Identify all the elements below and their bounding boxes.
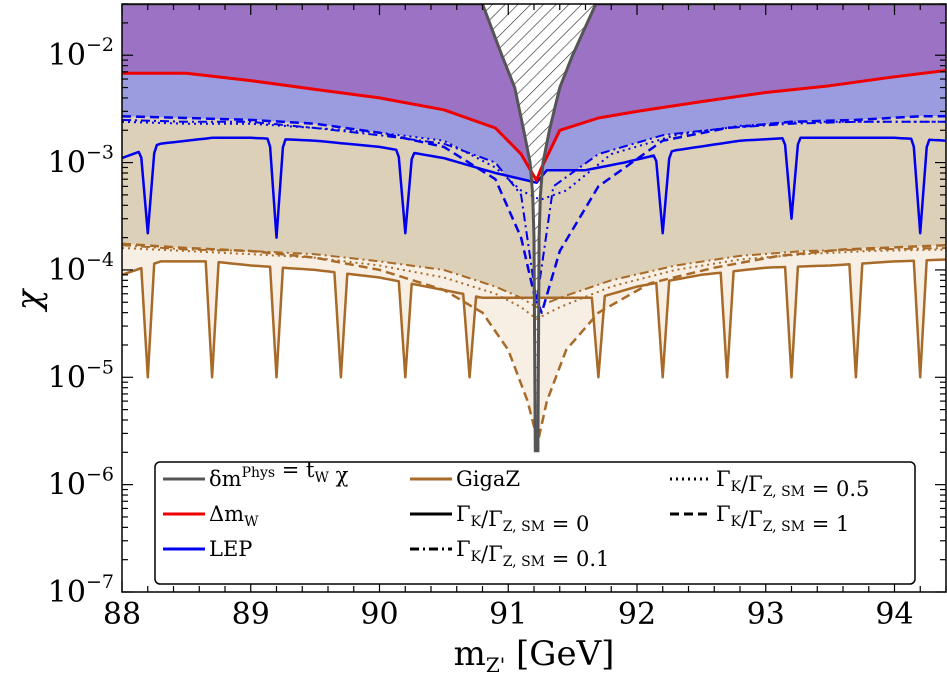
lep-gamma-0-line (122, 136, 946, 239)
y-tick-label: 10−3 (48, 142, 114, 181)
y-tick-label: 10−4 (48, 249, 114, 288)
y-tick-label: 10−6 (48, 464, 114, 503)
y-tick-label: 10−2 (48, 34, 114, 73)
x-tick-label: 93 (747, 597, 785, 632)
legend-label-gamma05: ΓK/ΓZ, SM = 0.5 (716, 467, 869, 501)
x-tick-label: 90 (360, 597, 398, 632)
legend-label-gamma0: ΓK/ΓZ, SM = 0 (456, 502, 589, 536)
legend-label-gamma1: ΓK/ΓZ, SM = 1 (716, 502, 849, 536)
x-tick-label: 94 (875, 597, 913, 632)
excluded-hatched-region (443, 4, 596, 453)
x-axis-title: mZ' [GeV] (454, 634, 615, 673)
region-lavender-band (122, 70, 946, 183)
legend-box (154, 461, 916, 585)
axes: 88 89 90 91 92 93 94 10−7 10−6 10−5 10−4 10−3 10−2 mZ… (9, 3, 947, 673)
legend-label-delta_mW: ΔmW (209, 502, 259, 530)
legend-label-delta_m_phys: δmPhys = tW χ (209, 458, 349, 491)
legend-label-gamma01: ΓK/ΓZ, SM = 0.1 (456, 537, 609, 571)
x-tick-label: 92 (618, 597, 656, 632)
delta-m-phys-right-line (536, 4, 946, 453)
delta-m-phys-left-line (122, 4, 537, 453)
gigaz-gamma-01-line (122, 244, 946, 309)
y-tick-label: 10−7 (48, 571, 114, 610)
lep-gamma-05-line (122, 120, 946, 201)
lep-gamma-1-line (122, 115, 946, 314)
y-axis-title: χ (9, 287, 49, 312)
delta-mw-line (122, 69, 946, 183)
legend-label-GigaZ: GigaZ (456, 467, 520, 491)
series-lines (122, 4, 946, 453)
x-tick-label: 89 (232, 597, 270, 632)
gigaz-gamma-1-line (122, 242, 946, 444)
legend-label-LEP: LEP (209, 537, 252, 561)
y-tick-label: 10−5 (48, 356, 114, 395)
x-tick-label: 88 (103, 597, 141, 632)
x-tick-label: 91 (489, 597, 527, 632)
